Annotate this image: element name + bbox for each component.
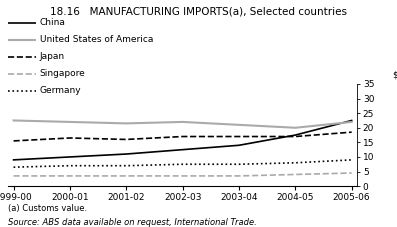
Text: United States of America: United States of America [40,35,153,44]
Text: $b: $b [392,71,397,80]
Text: Singapore: Singapore [40,69,85,78]
Text: Source: ABS data available on request, International Trade.: Source: ABS data available on request, I… [8,218,257,227]
Text: (a) Customs value.: (a) Customs value. [8,204,87,213]
Text: Japan: Japan [40,52,65,61]
Text: China: China [40,18,66,27]
Text: Germany: Germany [40,86,81,95]
Text: 18.16   MANUFACTURING IMPORTS(a), Selected countries: 18.16 MANUFACTURING IMPORTS(a), Selected… [50,7,347,17]
